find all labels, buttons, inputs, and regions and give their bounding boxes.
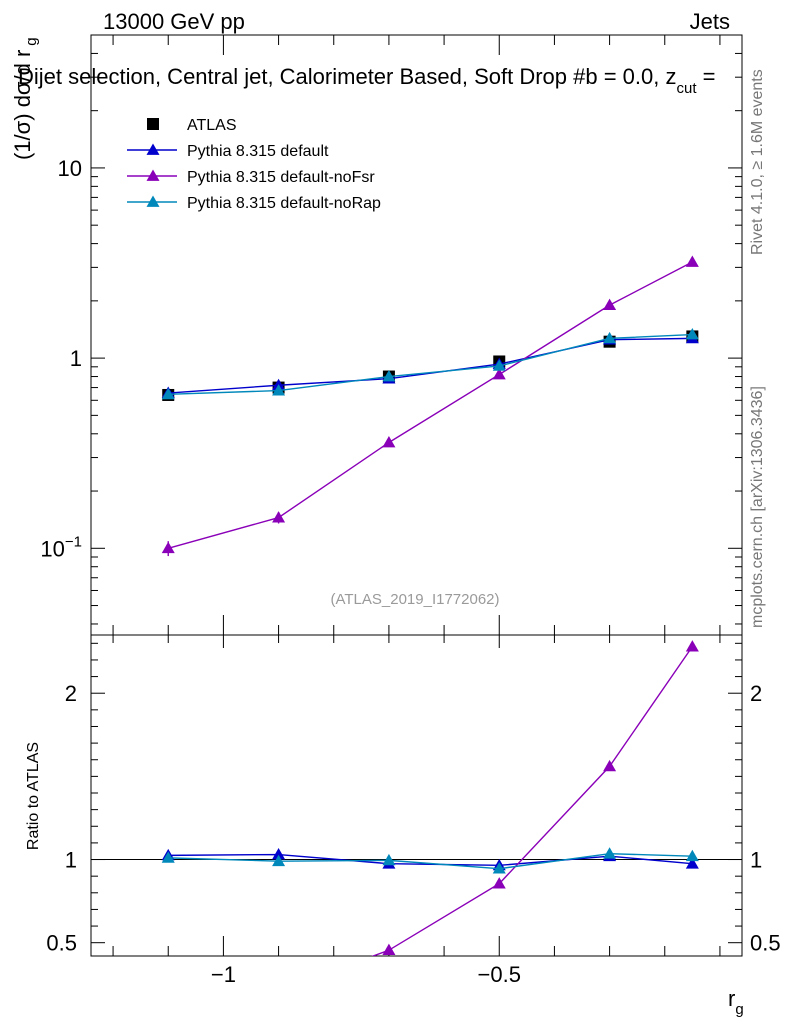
series-marker: [272, 511, 286, 523]
main-y-label-text: (1/σ) dσ/d r: [10, 50, 35, 160]
series-marker: [272, 984, 285, 995]
series-pythia-8-315-default-norap: [161, 847, 699, 874]
subtitle-tail: =: [697, 64, 716, 89]
legend-marker: [146, 143, 160, 155]
ratio-x-label: rg: [728, 986, 744, 1018]
tick-exponent: −1: [65, 533, 82, 550]
mcplots-label: mcplots.cern.ch [arXiv:1306.3436]: [749, 386, 766, 628]
series-marker: [492, 877, 506, 889]
ratio-frame: [90, 634, 743, 957]
rivet-label: Rivet 4.1.0, ≥ 1.6M events: [749, 69, 766, 255]
main-x-ticks: [112, 35, 721, 635]
main-y-tick-label: 10−1: [40, 533, 82, 561]
subtitle-main: Dijet selection, Central jet, Calorimete…: [18, 64, 676, 89]
ratio-x-axis: −1 −0.5: [112, 635, 721, 987]
legend-marker: [147, 118, 159, 130]
series-marker: [382, 435, 396, 448]
series-marker: [603, 298, 617, 310]
series-line: [168, 853, 693, 870]
series-marker: [272, 384, 286, 396]
ratio-series-group: [161, 640, 699, 1005]
series-marker: [272, 854, 286, 867]
ratio-y-label: Ratio to ATLAS: [25, 742, 42, 850]
main-y-tick-label: 1: [70, 346, 82, 371]
legend-label: Pythia 8.315 default-noRap: [187, 195, 381, 212]
series-marker: [685, 849, 699, 862]
series-pythia-8-315-default: [161, 331, 699, 398]
ratio-y-tick-label: 2: [65, 681, 77, 706]
series-marker: [685, 255, 699, 267]
series-line: [168, 261, 693, 549]
ratio-y-tick-label-right: 1: [750, 848, 762, 873]
series-marker: [492, 368, 506, 380]
legend-entry: Pythia 8.315 default-noRap: [127, 195, 381, 212]
energy-label: 13000 GeV pp: [103, 9, 245, 34]
series-marker: [382, 853, 396, 866]
main-y-label: (1/σ) dσ/d r g: [10, 37, 40, 160]
legend-entry: Pythia 8.315 default: [127, 143, 329, 160]
main-y-tick-label: 10: [58, 156, 82, 181]
main-series-group: [161, 255, 699, 557]
series-marker: [603, 759, 617, 772]
series-marker: [492, 862, 506, 874]
series-marker: [492, 359, 506, 371]
legend-marker: [146, 169, 160, 181]
ratio-x-label-sub: g: [735, 1001, 743, 1018]
process-label: Jets: [690, 9, 730, 34]
series-pythia-8-315-default-nofsr: [161, 255, 699, 557]
legend-label: ATLAS: [187, 117, 237, 134]
series-atlas: [162, 330, 699, 401]
legend-label: Pythia 8.315 default: [187, 143, 329, 160]
legend-entry: ATLAS: [147, 117, 237, 134]
series-pythia-8-315-default-nofsr: [162, 640, 699, 1005]
series-marker: [272, 848, 286, 860]
ratio-y-tick-label-right: 2: [750, 681, 762, 706]
series-pythia-8-315-default-norap: [161, 328, 699, 400]
series-marker: [161, 541, 175, 554]
series-marker: [161, 387, 175, 400]
ratio-x-tick-label: −1: [211, 962, 236, 987]
series-marker: [685, 640, 699, 652]
plot-subtitle: Dijet selection, Central jet, Calorimete…: [18, 64, 715, 97]
legend-label: Pythia 8.315 default-noFsr: [187, 169, 375, 186]
series-marker: [382, 943, 396, 956]
ratio-x-label-text: r: [728, 986, 735, 1011]
ratio-panel: 0.5 0.5 1 1 2 2 −1 −0.5 Ratio to ATLAS rg: [25, 634, 781, 1018]
analysis-label: (ATLAS_2019_I1772062): [330, 591, 499, 608]
series-marker: [603, 847, 617, 859]
ratio-y-tick-label: 1: [65, 848, 77, 873]
legend-marker: [146, 195, 160, 207]
series-line: [168, 333, 693, 396]
series-marker: [603, 331, 617, 344]
legend: ATLAS Pythia 8.315 default Pythia 8.315 de…: [127, 117, 381, 212]
series-marker: [162, 994, 175, 1005]
series-marker: [382, 370, 396, 382]
legend-entry: Pythia 8.315 default-noFsr: [127, 169, 375, 186]
ratio-x-tick-label: −0.5: [478, 962, 521, 987]
ratio-y-tick-label-right: 0.5: [750, 931, 781, 956]
series-line: [371, 646, 693, 956]
series-marker: [685, 857, 699, 869]
subtitle-cut-sub: cut: [676, 80, 697, 97]
ratio-y-tick-label: 0.5: [46, 931, 77, 956]
tick-base: 10: [40, 536, 64, 561]
main-y-label-sub: g: [23, 37, 40, 45]
series-marker: [161, 851, 175, 863]
ratio-y-axis: 0.5 0.5 1 1 2 2: [46, 642, 781, 956]
series-marker: [685, 328, 699, 340]
